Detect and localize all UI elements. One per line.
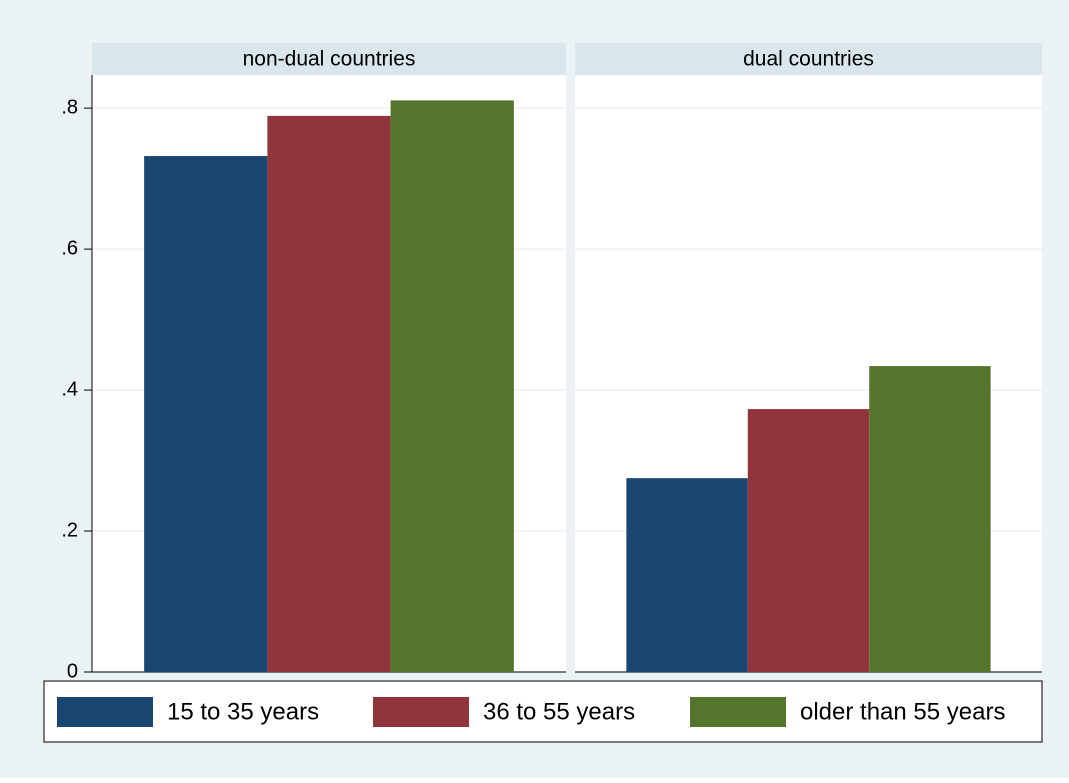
legend-swatch bbox=[57, 697, 153, 727]
y-tick-label: 0 bbox=[67, 660, 78, 682]
bar bbox=[626, 478, 748, 672]
bar bbox=[747, 409, 870, 672]
legend-label: older than 55 years bbox=[800, 698, 1005, 725]
legend-swatch bbox=[690, 697, 786, 727]
bar bbox=[869, 366, 991, 672]
y-tick-label: .4 bbox=[61, 378, 78, 400]
legend-label: 15 to 35 years bbox=[167, 698, 319, 725]
y-tick-label: .6 bbox=[61, 237, 78, 259]
legend-swatch bbox=[373, 697, 469, 727]
bar bbox=[267, 115, 391, 673]
legend-label: 36 to 55 years bbox=[483, 698, 635, 725]
bar bbox=[144, 156, 268, 673]
bar bbox=[390, 100, 514, 672]
facet-strip bbox=[575, 43, 1042, 75]
y-tick-label: .8 bbox=[61, 96, 78, 118]
facet-title: non-dual countries bbox=[243, 48, 416, 71]
y-tick-label: .2 bbox=[61, 519, 78, 541]
legend-box bbox=[43, 680, 1043, 743]
facet-title: dual countries bbox=[743, 48, 874, 71]
facet-strip bbox=[92, 43, 566, 75]
